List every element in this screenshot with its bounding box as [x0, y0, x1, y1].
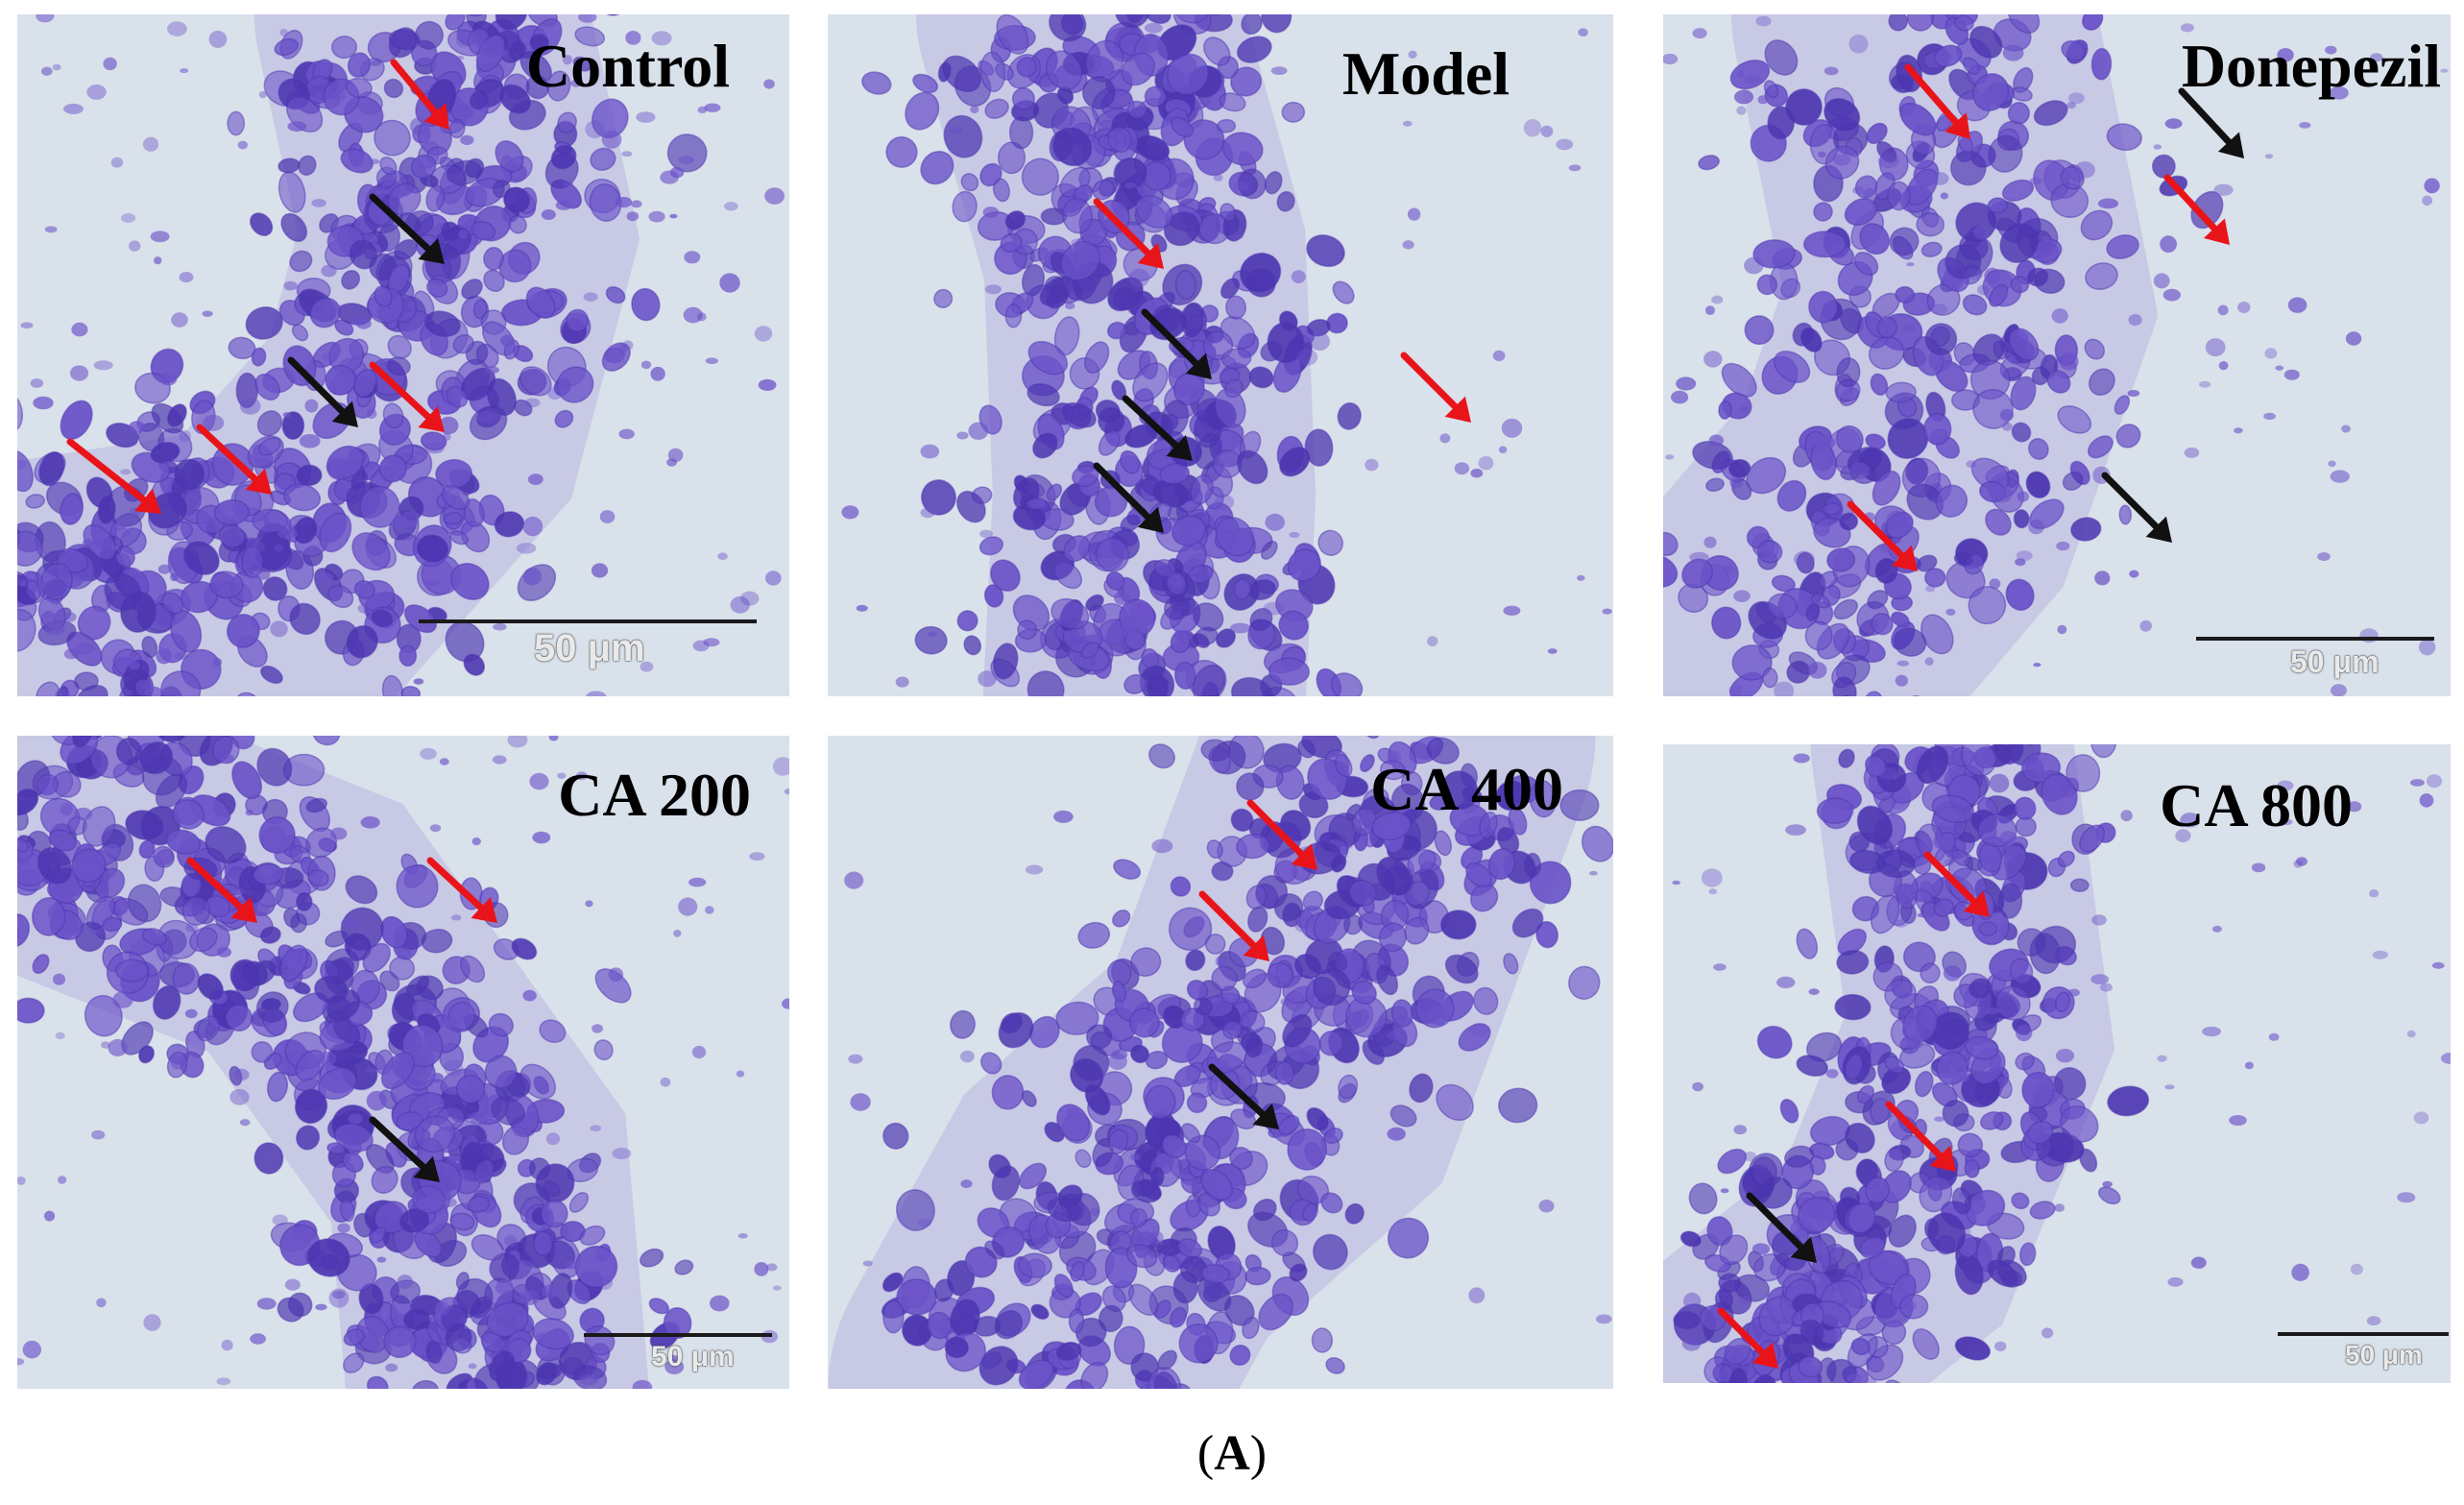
scale-bar-line	[2278, 1332, 2449, 1336]
micrograph-ca400	[828, 736, 1613, 1389]
red-arrow	[1904, 63, 1970, 139]
micrograph-control	[17, 14, 789, 696]
red-arrow	[1198, 890, 1269, 961]
panel-ca200: CA 200 50 μm	[17, 736, 789, 1389]
red-arrow	[1717, 1307, 1778, 1369]
black-arrow	[1122, 395, 1193, 461]
panel-label-model: Model	[1341, 39, 1510, 108]
micrograph-model	[828, 14, 1613, 696]
panel-ca400: CA 400	[828, 736, 1613, 1389]
black-arrow	[287, 356, 358, 427]
micrograph-donepezil	[1663, 14, 2451, 696]
red-arrow	[196, 424, 272, 495]
red-arrow	[1847, 500, 1918, 571]
black-arrow	[369, 1116, 440, 1182]
black-arrow	[1093, 462, 1164, 533]
red-arrow	[1400, 352, 1471, 423]
stained-cells	[841, 14, 1612, 696]
panel-label-ca800: CA 800	[2160, 771, 2353, 839]
panel-label-ca400: CA 400	[1370, 755, 1563, 823]
panel-label-donepezil: Donepezil	[2181, 32, 2441, 100]
red-arrow	[186, 857, 257, 923]
black-arrow	[369, 193, 445, 264]
panel-label-control: Control	[525, 32, 730, 100]
scale-bar-label: 50 μm	[651, 1341, 735, 1372]
stained-cells	[17, 14, 785, 696]
scale-bar-line	[584, 1333, 772, 1337]
black-arrow	[1746, 1192, 1817, 1263]
black-arrow	[2178, 87, 2244, 158]
red-arrow	[426, 857, 497, 923]
figure-label-open: (	[1196, 1426, 1215, 1481]
red-arrow	[2163, 174, 2230, 245]
figure-label: (A)	[0, 1425, 2464, 1482]
micrograph-ca800	[1663, 744, 2451, 1383]
red-arrow	[1885, 1101, 1956, 1172]
scale-bar-label: 50 μm	[2345, 1340, 2423, 1370]
red-arrow	[66, 438, 161, 514]
black-arrow	[1141, 308, 1212, 379]
micrograph-ca200	[17, 736, 789, 1389]
panel-label-ca200: CA 200	[558, 761, 751, 829]
panel-donepezil: Donepezil 50 μm	[1663, 14, 2451, 696]
red-arrow	[1923, 851, 1990, 917]
red-arrow	[1093, 198, 1164, 269]
scale-bar-line	[2196, 637, 2434, 641]
stained-cells	[17, 736, 789, 1389]
panel-control: Control 50 μm	[17, 14, 789, 696]
figure-label-close: )	[1249, 1426, 1268, 1481]
scale-bar-label: 50 μm	[534, 627, 645, 669]
panel-model: Model	[828, 14, 1613, 696]
red-arrow	[369, 361, 445, 432]
black-arrow	[1208, 1063, 1279, 1129]
scale-bar-line	[419, 619, 757, 623]
scale-bar-label: 50 μm	[2290, 644, 2379, 679]
stained-cells	[1663, 14, 2449, 696]
red-arrow	[390, 59, 449, 130]
red-arrow	[1246, 799, 1317, 870]
panel-ca800: CA 800 50 μm	[1663, 744, 2451, 1383]
black-arrow	[2101, 472, 2172, 543]
figure-label-letter: A	[1214, 1426, 1250, 1481]
